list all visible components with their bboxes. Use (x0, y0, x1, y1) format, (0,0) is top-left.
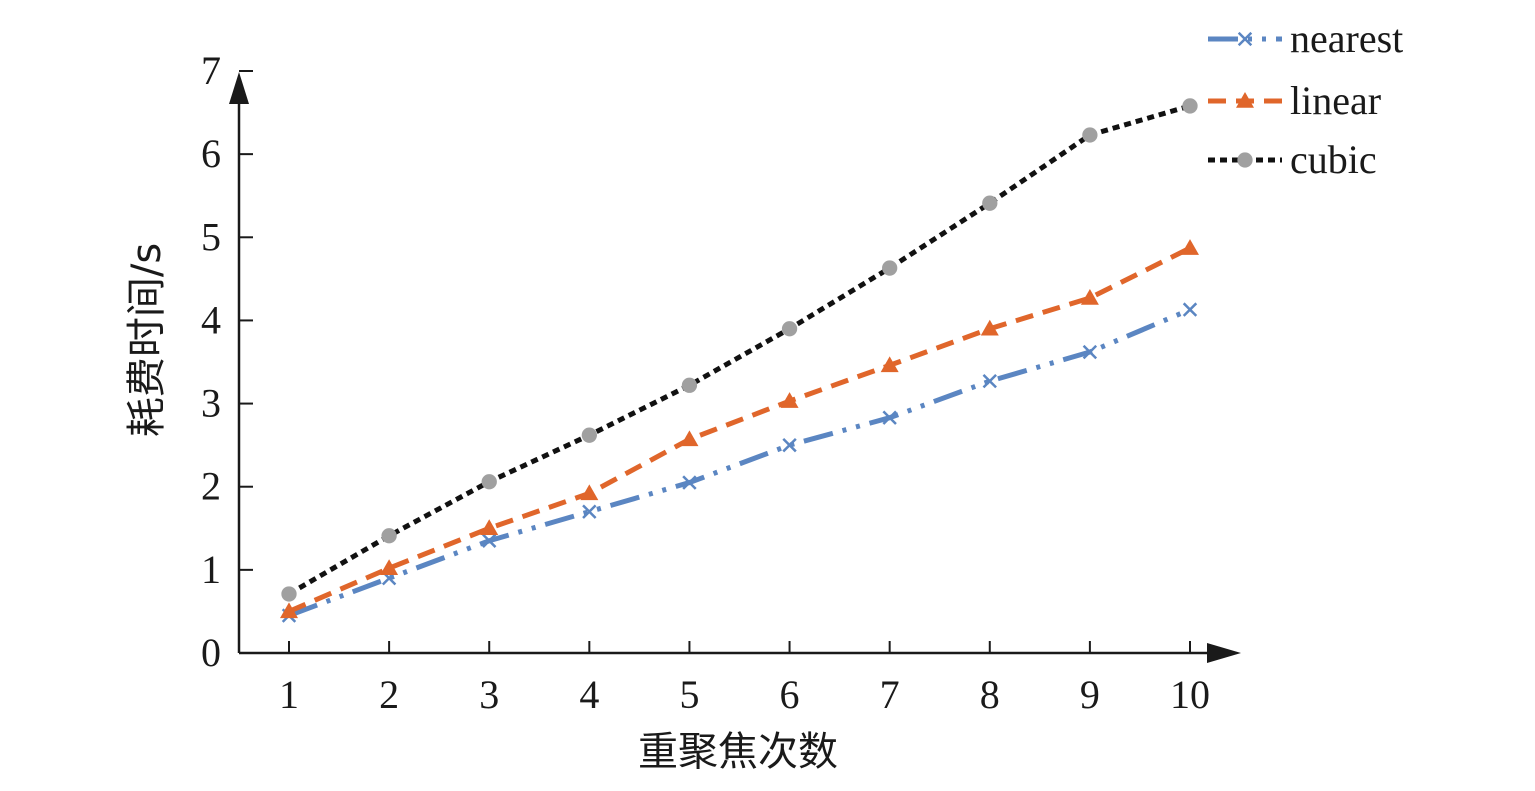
data-point-cubic (481, 474, 497, 490)
data-point-nearest-stroke (982, 373, 997, 389)
data-point-cubic (882, 260, 898, 276)
y-tick-label: 2 (201, 464, 221, 509)
data-point-nearest-stroke (782, 437, 797, 453)
x-tick-label: 8 (980, 672, 1000, 717)
legend-item-linear: linear (1208, 78, 1381, 123)
x-axis-arrow (1207, 643, 1241, 663)
y-axis-arrow (229, 72, 249, 104)
data-point-nearest-stroke (482, 533, 497, 548)
data-point-linear (1181, 239, 1199, 255)
data-point-linear (780, 392, 799, 408)
data-point-linear (380, 559, 399, 575)
data-point-cubic (281, 586, 297, 602)
series-layer (280, 98, 1199, 623)
y-tick-label: 3 (201, 381, 221, 426)
data-point-linear (980, 319, 999, 336)
data-point-linear (480, 519, 499, 536)
legend-label-nearest: nearest (1290, 16, 1403, 61)
series-line-nearest (288, 307, 1191, 618)
series-linear (280, 239, 1199, 619)
data-point-nearest-stroke (882, 410, 897, 425)
axes: 0 1 2 3 4 5 6 7 1 2 3 4 5 6 7 8 9 10 (201, 48, 1241, 717)
legend-item-nearest: nearest (1208, 16, 1403, 61)
data-point-nearest (1082, 344, 1098, 360)
series-line-linear (288, 245, 1192, 614)
data-point-nearest (582, 504, 597, 519)
y-tick-label: 0 (201, 630, 221, 675)
data-point-linear (280, 602, 298, 619)
series-cubic (281, 98, 1198, 602)
data-point-nearest (982, 373, 997, 389)
data-point-nearest-stroke (682, 475, 697, 490)
data-point-nearest (882, 410, 897, 425)
x-tick-label: 2 (379, 672, 399, 717)
data-point-nearest (782, 437, 797, 453)
data-point-linear (1080, 288, 1099, 305)
legend-marker-nearest (1237, 31, 1253, 47)
x-tick-label: 10 (1170, 672, 1210, 717)
x-tick-label: 3 (479, 672, 499, 717)
series-nearest (281, 302, 1198, 623)
data-point-nearest (482, 533, 497, 548)
data-point-cubic (1082, 127, 1098, 143)
legend-marker-nearest-stroke (1237, 31, 1253, 47)
x-tick-label: 6 (780, 672, 800, 717)
legend-item-cubic: cubic (1208, 137, 1377, 182)
y-axis-title: 耗费时间/s (124, 243, 170, 437)
y-tick-label: 1 (201, 547, 221, 592)
data-point-cubic (982, 195, 998, 211)
x-tick-label: 1 (279, 672, 299, 717)
y-tick-label: 6 (201, 131, 221, 176)
x-tick-label: 9 (1080, 672, 1100, 717)
data-point-nearest-stroke (1182, 302, 1198, 317)
data-point-linear (880, 356, 899, 373)
data-point-cubic (581, 427, 597, 443)
y-tick-label: 5 (201, 214, 221, 259)
legend: nearest linear cubic (1208, 16, 1403, 182)
data-point-nearest-stroke (1082, 344, 1098, 360)
data-point-linear (680, 430, 699, 447)
data-point-linear (580, 484, 599, 501)
data-point-cubic (381, 528, 397, 544)
data-point-nearest-stroke (582, 504, 597, 519)
y-tick-label: 4 (201, 297, 221, 342)
data-point-cubic (681, 377, 698, 393)
legend-label-cubic: cubic (1290, 137, 1377, 182)
data-point-cubic (781, 321, 798, 337)
data-point-cubic (1182, 98, 1198, 114)
data-point-nearest (682, 475, 697, 490)
series-line-cubic (287, 103, 1191, 597)
y-tick-label: 7 (201, 48, 221, 93)
x-tick-label: 4 (579, 672, 599, 717)
x-axis-title: 重聚焦次数 (638, 729, 838, 775)
x-tick-label: 7 (880, 672, 900, 717)
x-tick-label: 5 (679, 672, 699, 717)
data-point-nearest (1182, 302, 1198, 317)
legend-marker-linear (1236, 92, 1254, 108)
legend-marker-cubic (1237, 152, 1253, 168)
legend-label-linear: linear (1290, 78, 1381, 123)
